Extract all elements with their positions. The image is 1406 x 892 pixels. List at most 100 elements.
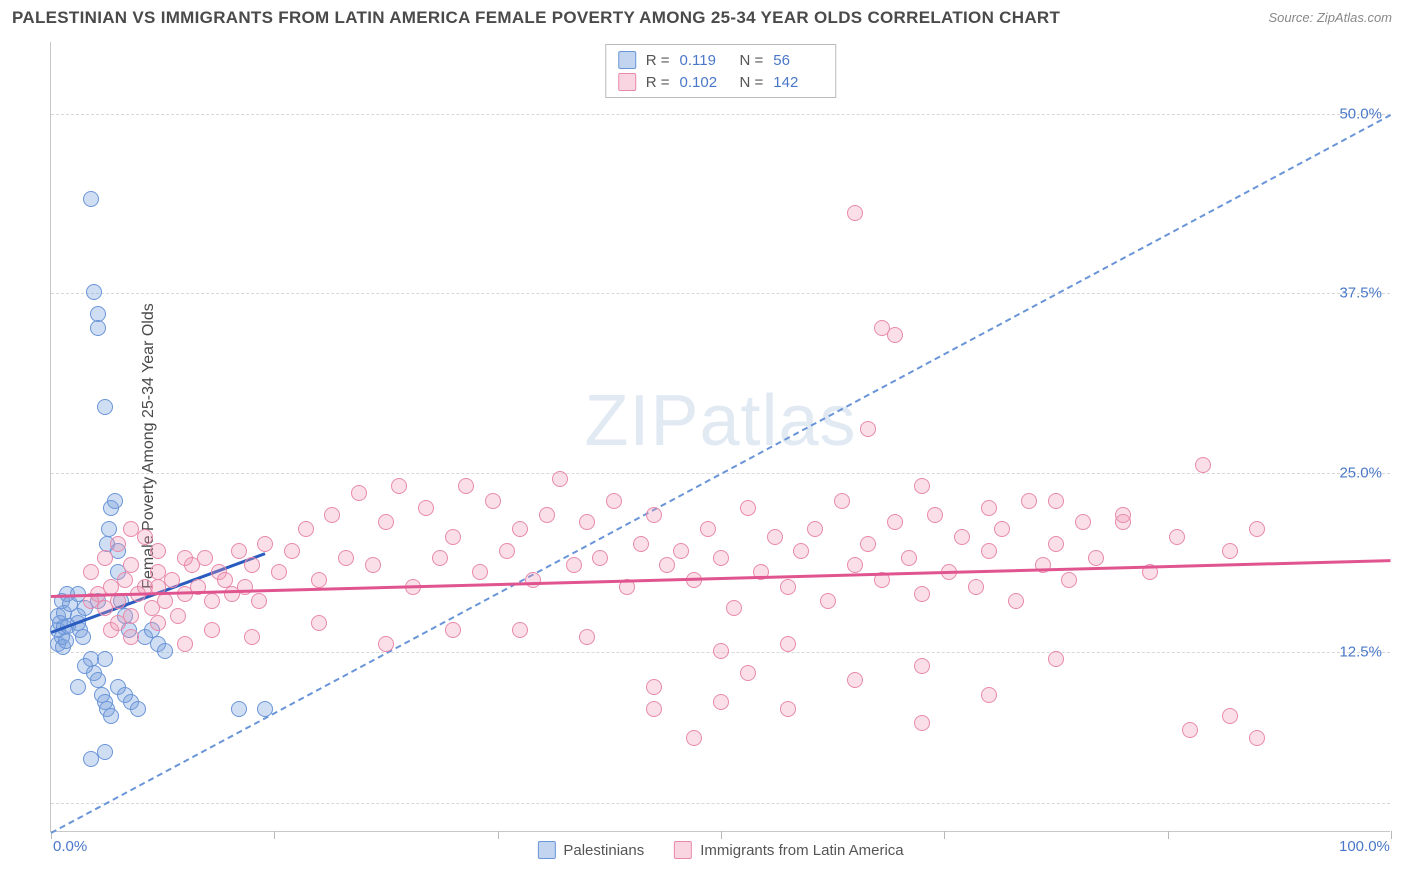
- data-point: [1048, 536, 1064, 552]
- data-point: [97, 399, 113, 415]
- data-point: [1169, 529, 1185, 545]
- data-point: [499, 543, 515, 559]
- data-point: [251, 593, 267, 609]
- gridline: [51, 114, 1390, 115]
- x-tick: [498, 831, 499, 839]
- data-point: [860, 421, 876, 437]
- data-point: [1222, 543, 1238, 559]
- data-point: [107, 493, 123, 509]
- data-point: [97, 651, 113, 667]
- data-point: [231, 543, 247, 559]
- source-attribution: Source: ZipAtlas.com: [1268, 10, 1392, 25]
- data-point: [130, 701, 146, 717]
- data-point: [97, 550, 113, 566]
- x-tick: [1168, 831, 1169, 839]
- data-point: [713, 643, 729, 659]
- data-point: [472, 564, 488, 580]
- data-point: [177, 550, 193, 566]
- data-point: [150, 615, 166, 631]
- data-point: [324, 507, 340, 523]
- data-point: [686, 730, 702, 746]
- x-tick: [274, 831, 275, 839]
- data-point: [566, 557, 582, 573]
- data-point: [311, 572, 327, 588]
- x-tick: [944, 831, 945, 839]
- gridline: [51, 293, 1390, 294]
- data-point: [659, 557, 675, 573]
- r-value: 0.102: [680, 74, 730, 91]
- legend-stats-box: R = 0.119 N = 56 R = 0.102 N = 142: [605, 44, 837, 98]
- data-point: [197, 550, 213, 566]
- data-point: [847, 205, 863, 221]
- data-point: [860, 536, 876, 552]
- data-point: [445, 622, 461, 638]
- data-point: [1222, 708, 1238, 724]
- data-point: [820, 593, 836, 609]
- chart-title: PALESTINIAN VS IMMIGRANTS FROM LATIN AME…: [12, 8, 1060, 28]
- n-label: N =: [740, 74, 764, 91]
- x-tick-label: 100.0%: [1339, 838, 1390, 855]
- legend-label: Palestinians: [563, 842, 644, 859]
- data-point: [847, 672, 863, 688]
- data-point: [807, 521, 823, 537]
- data-point: [539, 507, 555, 523]
- data-point: [244, 629, 260, 645]
- data-point: [713, 694, 729, 710]
- data-point: [673, 543, 689, 559]
- data-point: [512, 622, 528, 638]
- data-point: [726, 600, 742, 616]
- x-tick-label: 0.0%: [53, 838, 87, 855]
- x-tick: [721, 831, 722, 839]
- data-point: [740, 665, 756, 681]
- data-point: [914, 478, 930, 494]
- legend-series: Palestinians Immigrants from Latin Ameri…: [537, 841, 903, 859]
- data-point: [994, 521, 1010, 537]
- data-point: [767, 529, 783, 545]
- data-point: [1249, 521, 1265, 537]
- data-point: [311, 615, 327, 631]
- data-point: [512, 521, 528, 537]
- n-label: N =: [740, 52, 764, 69]
- data-point: [458, 478, 474, 494]
- data-point: [793, 543, 809, 559]
- legend-stats-row: R = 0.102 N = 142: [618, 71, 824, 93]
- legend-label: Immigrants from Latin America: [700, 842, 903, 859]
- data-point: [110, 536, 126, 552]
- data-point: [740, 500, 756, 516]
- data-point: [244, 557, 260, 573]
- data-point: [351, 485, 367, 501]
- data-point: [418, 500, 434, 516]
- data-point: [90, 320, 106, 336]
- data-point: [1048, 651, 1064, 667]
- data-point: [231, 701, 247, 717]
- data-point: [378, 514, 394, 530]
- data-point: [257, 536, 273, 552]
- data-point: [77, 658, 93, 674]
- data-point: [1182, 722, 1198, 738]
- data-point: [1021, 493, 1037, 509]
- data-point: [700, 521, 716, 537]
- data-point: [123, 557, 139, 573]
- data-point: [887, 327, 903, 343]
- data-point: [914, 586, 930, 602]
- data-point: [338, 550, 354, 566]
- data-point: [780, 701, 796, 717]
- gridline: [51, 803, 1390, 804]
- data-point: [914, 715, 930, 731]
- data-point: [579, 514, 595, 530]
- legend-swatch-pink: [674, 841, 692, 859]
- data-point: [204, 622, 220, 638]
- data-point: [271, 564, 287, 580]
- legend-swatch-pink: [618, 73, 636, 91]
- data-point: [901, 550, 917, 566]
- data-point: [445, 529, 461, 545]
- data-point: [117, 572, 133, 588]
- data-point: [646, 507, 662, 523]
- data-point: [257, 701, 273, 717]
- legend-item: Immigrants from Latin America: [674, 841, 903, 859]
- data-point: [1008, 593, 1024, 609]
- y-tick-label: 50.0%: [1339, 105, 1382, 122]
- data-point: [592, 550, 608, 566]
- legend-item: Palestinians: [537, 841, 644, 859]
- data-point: [1115, 514, 1131, 530]
